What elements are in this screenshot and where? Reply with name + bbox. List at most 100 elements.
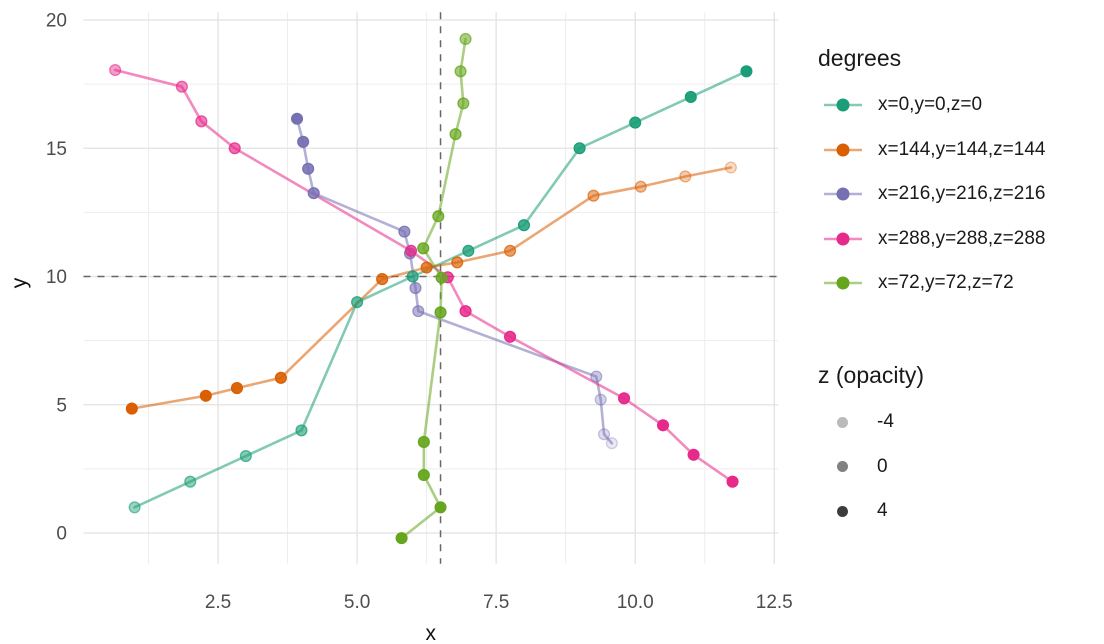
legend-color-item: x=216,y=216,z=216 [818,172,1045,217]
legend-opacity-item: 4 [818,489,924,534]
x-tick-label: 12.5 [756,592,793,613]
legend-opacity-items: -4 0 4 [818,400,924,534]
data-point [417,242,430,255]
data-point [459,32,472,46]
axis-tick-labels: 2.5 5.0 7.5 10.0 12.5 0 5 10 15 20 [46,11,793,614]
data-point [457,97,470,110]
x-tick-label: 10.0 [617,592,654,613]
series-line [133,70,748,509]
data-point [302,162,315,175]
data-point [109,63,122,77]
data-point [199,389,212,402]
data-point [405,244,418,257]
legend-key-line-point-icon [824,98,862,112]
data-point [195,115,208,128]
y-tick-label: 15 [46,139,67,160]
grid-minor-lines [83,12,779,564]
data-point [587,189,600,202]
legend-key-point-icon [836,187,850,201]
data-point [230,382,244,395]
data-point [634,180,647,193]
legend-color-item-label: x=144,y=144,z=144 [878,138,1046,160]
legend-color-item-label: x=72,y=72,z=72 [878,272,1014,294]
legend-opacity-dot-icon [837,461,848,473]
x-tick-label: 5.0 [344,592,370,613]
y-tick-label: 5 [56,395,67,416]
data-point [307,187,320,200]
data-point [724,161,737,174]
data-point [417,468,430,482]
data-point [618,392,631,405]
data-point [594,393,607,406]
data-point [290,112,304,125]
legend-key-point-icon [836,232,850,246]
data-point [504,244,517,257]
data-point [504,330,517,343]
data-point [451,256,464,269]
x-tick-label: 2.5 [205,592,231,613]
data-point [435,271,448,284]
y-axis-title: y [8,277,31,288]
series-line [130,166,733,410]
data-point [432,210,445,223]
legend-degrees-items: x=0,y=0,z=0 x=144,y=144,z=144 x=216,y=216,… [818,83,1045,306]
data-point [412,305,425,318]
data-point [684,90,697,103]
data-point [679,170,692,183]
data-point [184,475,197,488]
legend-key-line-point-icon [824,276,862,290]
data-point [590,370,603,383]
legend-key-line-point-icon [824,143,862,157]
series-line [113,68,734,484]
legend-color-item-label: x=216,y=216,z=216 [878,183,1046,205]
data-point [274,371,287,384]
data-point [459,305,472,318]
legend-color-item: x=288,y=288,z=288 [818,217,1045,262]
data-point [125,402,138,415]
legend-degrees-title: degrees [818,45,902,71]
data-point [395,532,408,545]
data-point [398,225,411,238]
data-point [295,424,308,437]
reference-lines [83,12,779,564]
legend-opacity-dot-icon [837,505,848,517]
data-point [297,135,310,148]
legend-opacity-item: -4 [818,400,924,445]
grid-major-lines [83,12,779,564]
data-point [228,142,241,155]
data-point [687,448,700,461]
legend-degrees: degrees x=0,y=0,z=0 x=144,y=144,z=144 x=21… [818,44,1045,306]
data-point [629,116,642,129]
data-point [726,475,739,488]
series-lines [113,37,748,540]
legend-color-item: x=0,y=0,z=0 [818,83,1045,128]
data-point [128,501,141,514]
legend-opacity-item-label: -4 [877,411,894,433]
data-point [406,270,419,283]
legend-color-item: x=72,y=72,z=72 [818,261,1045,306]
x-axis-title: x [425,622,436,644]
data-point [598,428,611,441]
data-point [351,296,364,309]
data-point [462,244,475,257]
legend-color-item-label: x=0,y=0,z=0 [878,94,983,116]
legend-color-item: x=144,y=144,z=144 [818,128,1045,173]
data-point [434,501,447,514]
legend-key-point-icon [836,143,850,157]
legend-opacity-item: 0 [818,445,924,490]
data-point [605,437,618,450]
legend-key-line-point-icon [824,232,862,246]
legend-opacity: z (opacity) -4 0 4 [818,361,924,534]
y-tick-label: 20 [46,11,67,32]
data-point [454,65,467,78]
data-point [239,449,252,463]
y-tick-label: 0 [56,524,67,545]
data-point [517,219,531,232]
y-tick-label: 10 [46,267,67,288]
legend-opacity-item-label: 4 [877,500,888,522]
legend-opacity-dot-icon [837,416,848,428]
data-point [175,80,188,93]
legend-key-point-icon [836,98,850,112]
